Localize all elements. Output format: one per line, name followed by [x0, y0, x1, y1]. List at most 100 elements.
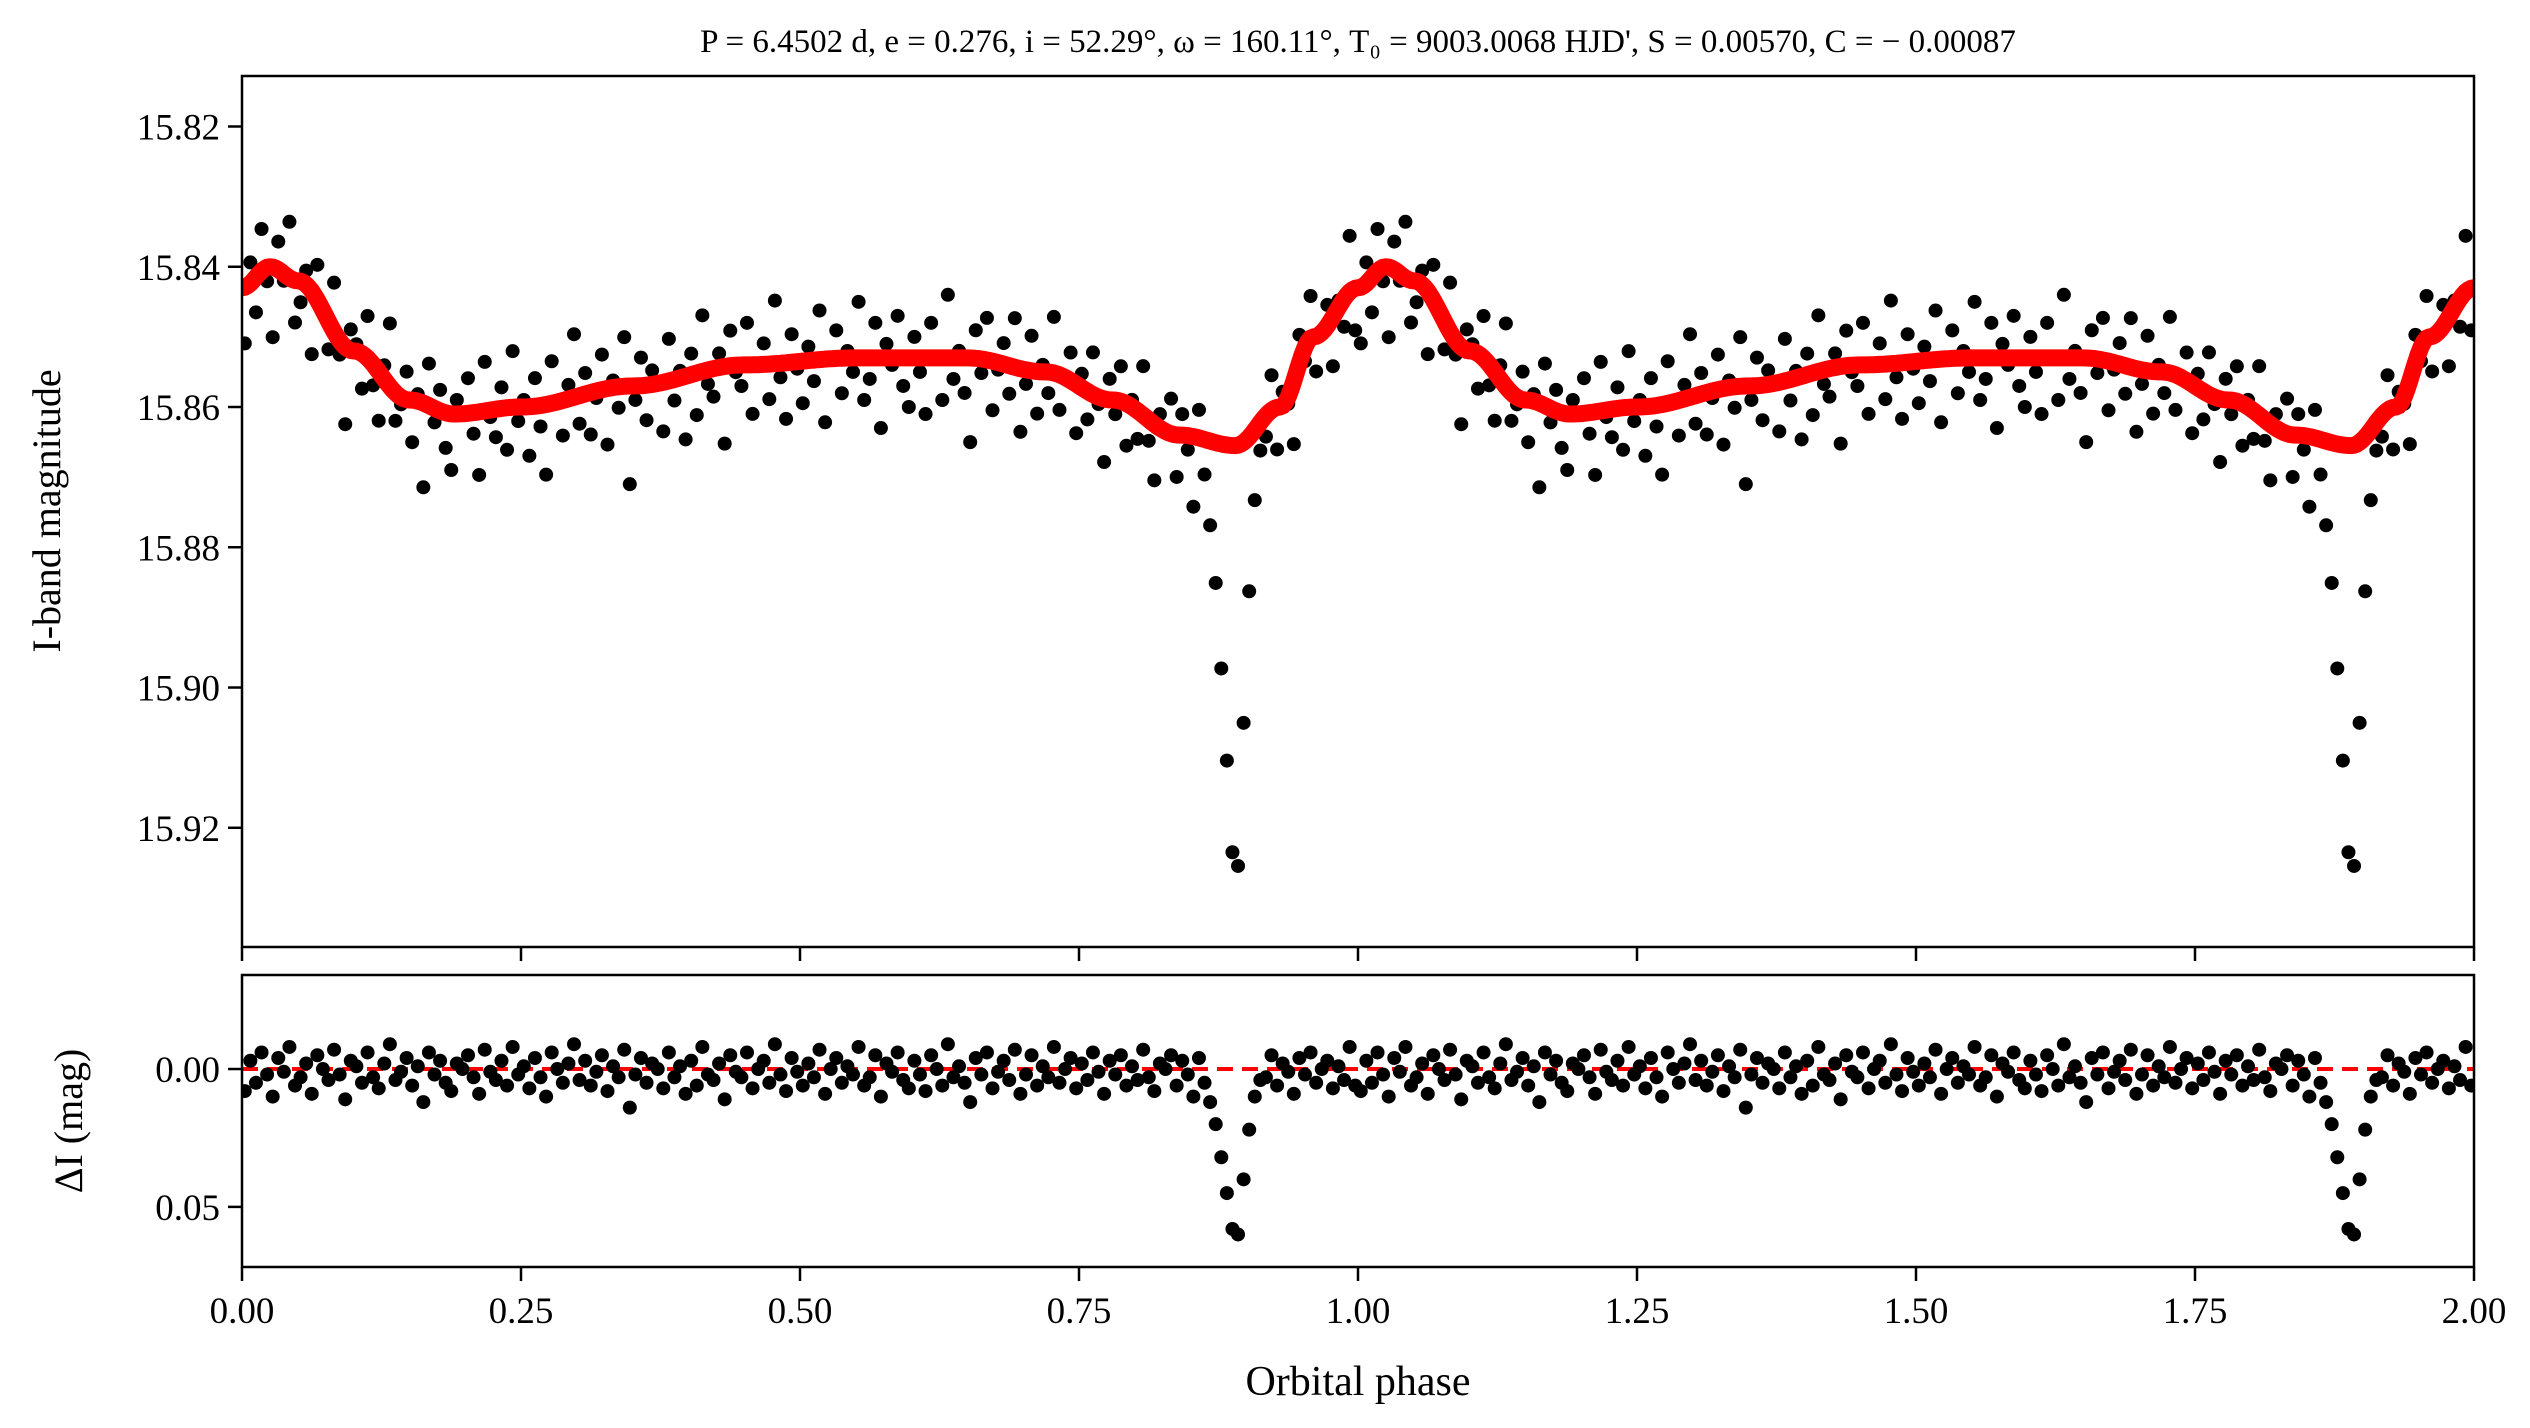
data-point	[1459, 322, 1474, 337]
data-point	[1002, 1073, 1017, 1088]
data-point	[907, 329, 922, 344]
data-point	[968, 1050, 983, 1065]
data-point	[1772, 1081, 1787, 1096]
data-point	[2263, 473, 2278, 488]
data-point	[321, 1073, 336, 1088]
data-point	[1443, 1042, 1458, 1057]
data-point	[2218, 1053, 2233, 1068]
data-point	[242, 336, 252, 351]
data-point	[957, 385, 972, 400]
data-point	[2129, 1086, 2144, 1101]
data-point	[1850, 1070, 1865, 1085]
data-point	[974, 1067, 989, 1082]
data-point	[293, 295, 308, 310]
data-point	[689, 1078, 704, 1093]
data-point	[661, 1045, 676, 1060]
data-point	[2034, 407, 2049, 422]
data-point	[851, 1039, 866, 1054]
data-point	[1498, 1037, 1513, 1052]
data-point	[1085, 345, 1100, 360]
data-point	[1387, 1050, 1402, 1065]
data-point	[254, 1045, 269, 1060]
data-point	[360, 309, 375, 324]
data-point	[578, 365, 593, 380]
data-point	[1164, 1048, 1179, 1063]
data-point	[444, 462, 459, 477]
data-point	[1130, 1073, 1145, 1088]
data-point	[1811, 308, 1826, 323]
data-point	[1565, 392, 1580, 407]
data-point	[1208, 1117, 1223, 1132]
data-point	[2307, 402, 2322, 417]
data-point	[1353, 336, 1368, 351]
data-point	[1325, 1081, 1340, 1096]
data-point	[918, 407, 933, 422]
data-point	[1030, 406, 1045, 421]
data-point	[410, 1059, 425, 1074]
data-point	[1147, 473, 1162, 488]
data-point	[1264, 1048, 1279, 1063]
data-point	[1191, 1050, 1206, 1065]
data-point	[2347, 858, 2362, 873]
data-point	[1549, 1053, 1564, 1068]
data-point	[1978, 1070, 1993, 1085]
data-point	[1487, 413, 1502, 428]
data-point	[940, 287, 955, 302]
data-point	[2425, 364, 2440, 379]
data-point	[2146, 406, 2161, 421]
x-tick-label: 1.75	[2163, 1291, 2228, 1332]
data-point	[779, 1084, 794, 1099]
data-point	[561, 1056, 576, 1071]
data-point	[779, 411, 794, 426]
data-point	[2162, 1039, 2177, 1054]
data-point	[639, 413, 654, 428]
data-point	[1537, 356, 1552, 371]
data-point	[2012, 378, 2027, 393]
x-tick-label: 1.25	[1605, 1291, 1670, 1332]
data-point	[1359, 255, 1374, 270]
data-point	[2140, 1048, 2155, 1063]
data-point	[2056, 287, 2071, 302]
data-point	[382, 316, 397, 331]
data-point	[594, 347, 609, 362]
data-point	[1616, 442, 1631, 457]
data-point	[617, 1042, 632, 1057]
data-point	[1186, 499, 1201, 514]
data-point	[1069, 1081, 1084, 1096]
data-point	[957, 1075, 972, 1090]
data-point	[1666, 1062, 1681, 1077]
x-tick-label: 2.00	[2442, 1291, 2507, 1332]
data-point	[282, 1039, 297, 1054]
data-point	[1521, 435, 1536, 450]
data-point	[1498, 316, 1513, 331]
data-point	[354, 381, 369, 396]
data-point	[2157, 1070, 2172, 1085]
data-point	[1219, 1186, 1234, 1201]
data-point	[572, 416, 587, 431]
data-point	[2028, 1067, 2043, 1082]
data-point	[650, 1062, 665, 1077]
data-point	[2196, 412, 2211, 427]
data-point	[2313, 467, 2328, 482]
data-point	[1046, 309, 1061, 324]
data-point	[2296, 442, 2311, 457]
data-point	[2425, 1075, 2440, 1090]
data-point	[1911, 1078, 1926, 1093]
data-point	[1883, 293, 1898, 308]
data-point	[2408, 1050, 2423, 1065]
data-point	[539, 1089, 554, 1104]
data-point	[1024, 1048, 1039, 1063]
data-point	[2084, 1050, 2099, 1065]
data-point	[1962, 364, 1977, 379]
data-point	[1348, 323, 1363, 338]
data-point	[795, 1078, 810, 1093]
data-point	[1705, 1064, 1720, 1079]
data-point	[2241, 1059, 2256, 1074]
data-point	[1303, 1045, 1318, 1060]
data-point	[1247, 493, 1262, 508]
data-point	[2246, 1073, 2261, 1088]
data-point	[2224, 407, 2239, 422]
data-point	[1604, 1073, 1619, 1088]
data-point	[1164, 391, 1179, 406]
data-point	[2118, 1073, 2133, 1088]
